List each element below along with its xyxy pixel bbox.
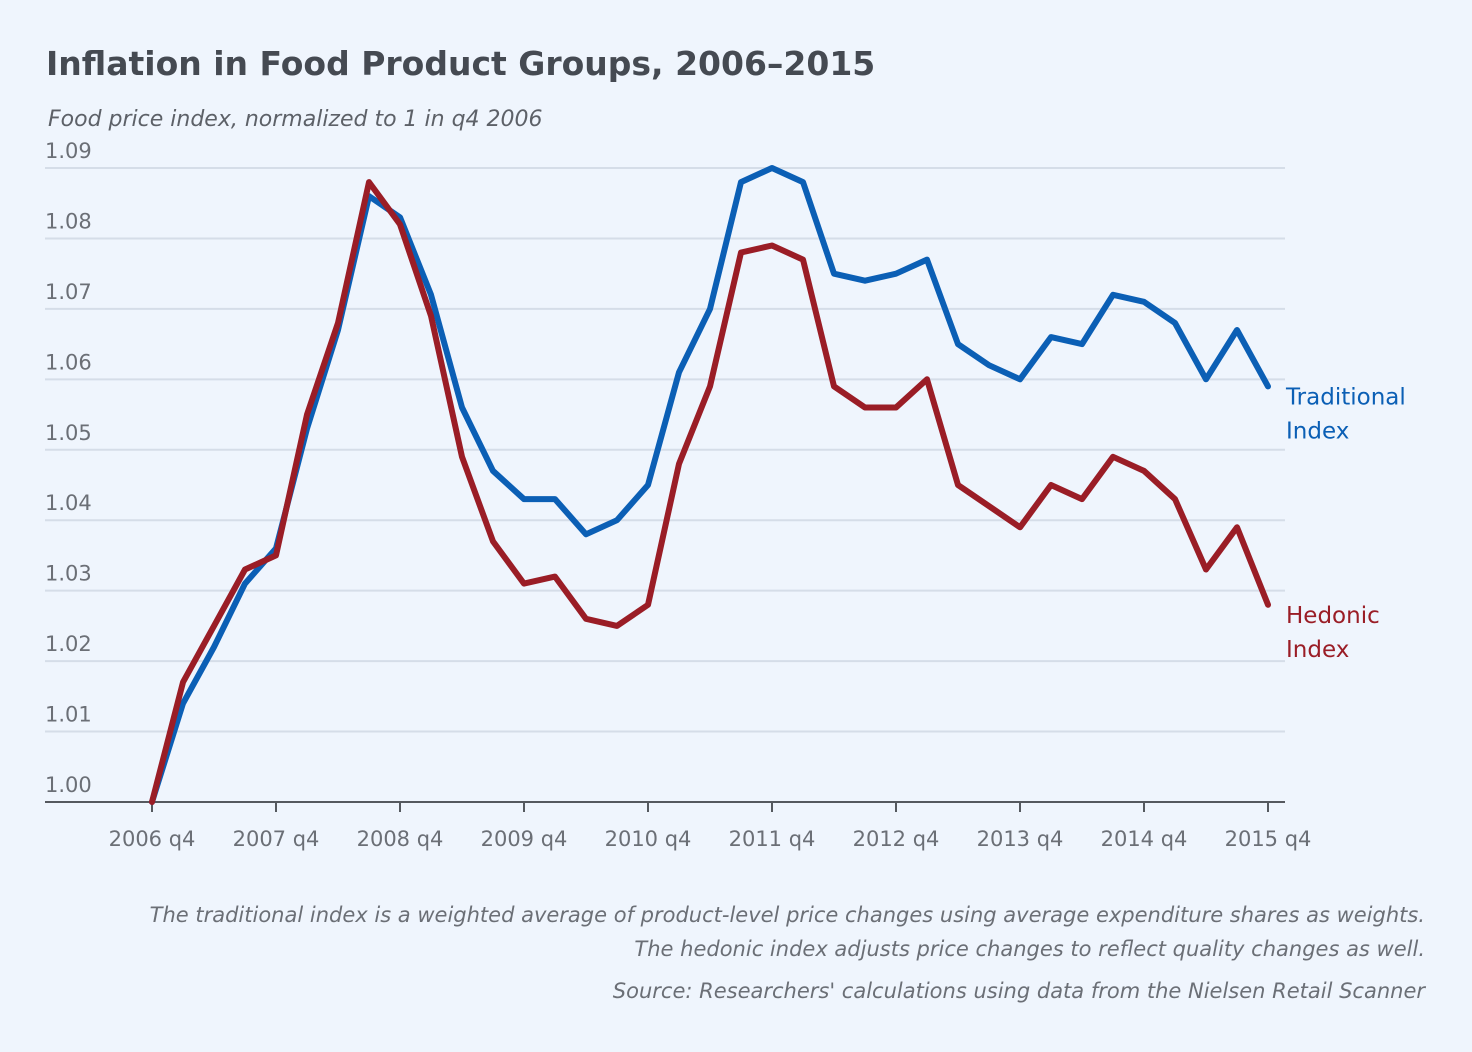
traditional-index-label: Index	[1286, 418, 1349, 444]
footnote-hedonic: The hedonic index adjusts price changes …	[634, 937, 1425, 961]
gridlines	[45, 167, 1285, 733]
x-axis: 2006 q4 2007 q4 2008 q4 2009 q4 2010 q4 2011 …	[45, 801, 1312, 851]
y-tick-label: 1.07	[45, 280, 92, 304]
source-note: Source: Researchers' calculations using …	[613, 979, 1427, 1003]
y-tick-label: 1.09	[45, 139, 92, 163]
chart-title: Inflation in Food Product Groups, 2006–2…	[46, 44, 875, 83]
series-lines	[149, 165, 1271, 805]
y-tick-label: 1.06	[45, 350, 92, 374]
hedonic-index-label: Hedonic	[1286, 603, 1380, 629]
x-tick-label: 2013 q4	[977, 827, 1064, 851]
y-tick-label: 1.01	[45, 703, 92, 727]
y-tick-label: 1.02	[45, 632, 92, 656]
traditional-index-label: Traditional	[1285, 384, 1406, 410]
x-tick-label: 2012 q4	[853, 827, 940, 851]
hedonic-index-label: Index	[1286, 637, 1349, 663]
traditional-index-line	[149, 165, 1271, 805]
y-axis: 1.00 1.01 1.02 1.03 1.04 1.05 1.06 1.07 1.08 1.09	[45, 139, 92, 797]
x-tick-label: 2009 q4	[481, 827, 568, 851]
footnote-traditional: The traditional index is a weighted aver…	[150, 903, 1425, 927]
x-tick-label: 2010 q4	[605, 827, 692, 851]
y-tick-label: 1.08	[45, 209, 92, 233]
x-tick-label: 2011 q4	[729, 827, 816, 851]
y-tick-label: 1.00	[45, 773, 92, 797]
x-tick-label: 2008 q4	[357, 827, 444, 851]
x-tick-label: 2007 q4	[233, 827, 320, 851]
x-tick-label: 2006 q4	[109, 827, 196, 851]
x-tick-label: 2014 q4	[1101, 827, 1188, 851]
y-tick-label: 1.04	[45, 491, 92, 515]
y-tick-label: 1.03	[45, 562, 92, 586]
chart-subtitle: Food price index, normalized to 1 in q4 …	[48, 107, 543, 132]
x-tick-label: 2015 q4	[1225, 827, 1312, 851]
hedonic-index-line	[149, 179, 1271, 805]
y-tick-label: 1.05	[45, 421, 92, 445]
series-labels: Traditional Index Hedonic Index	[1285, 384, 1406, 662]
